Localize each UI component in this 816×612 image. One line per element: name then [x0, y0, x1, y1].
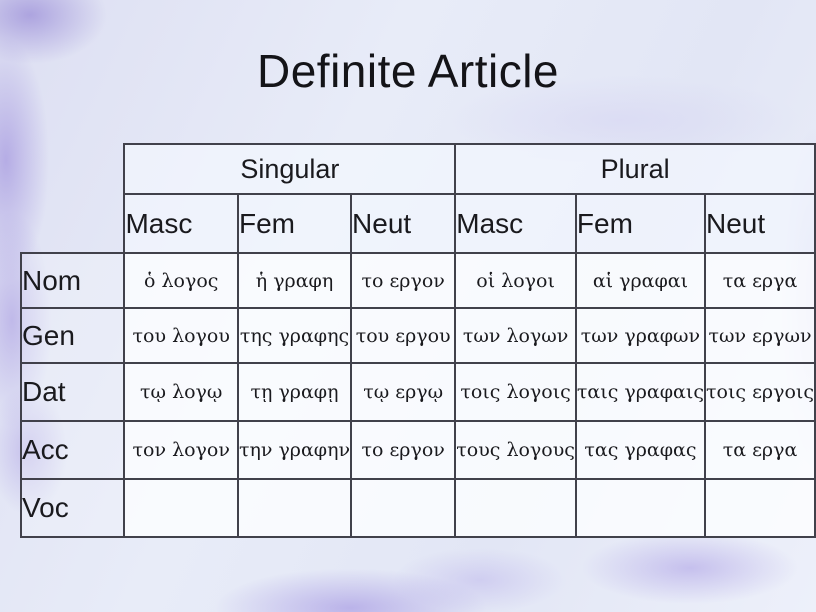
- cell-nom-pl-neut: τα εργα: [703, 252, 816, 309]
- cell-voc-sg-fem: [236, 478, 353, 538]
- cell-dat-sg-masc: τῳ λογῳ: [123, 362, 239, 422]
- cell-nom-sg-masc: ὁ λογος: [123, 252, 239, 309]
- case-label-acc: Acc: [19, 420, 126, 480]
- cell-acc-sg-masc: τον λογον: [123, 420, 239, 480]
- header-singular: Singular: [123, 143, 457, 195]
- slide-title: Definite Article: [256, 45, 559, 97]
- cell-nom-pl-fem: αἱ γραφαι: [574, 252, 706, 309]
- corner-spacer: [21, 144, 124, 194]
- table-row-voc: Voc: [19, 478, 816, 538]
- header-masc-singular: Masc: [123, 193, 239, 254]
- cell-dat-pl-neut: τοις εργοις: [703, 362, 816, 422]
- cell-acc-sg-neut: το εργον: [350, 420, 457, 480]
- cell-nom-sg-fem: ἡ γραφη: [236, 252, 353, 309]
- cell-gen-sg-fem: της γραφης: [236, 307, 353, 364]
- cell-gen-pl-masc: των λογων: [454, 307, 577, 364]
- header-neut-plural: Neut: [703, 193, 816, 254]
- case-label-dat: Dat: [19, 362, 126, 422]
- cell-dat-pl-masc: τοις λογοις: [454, 362, 577, 422]
- cell-nom-sg-neut: το εργον: [350, 252, 457, 309]
- cell-voc-pl-fem: [574, 478, 706, 538]
- cell-acc-pl-masc: τους λογους: [454, 420, 577, 480]
- corner-spacer: [21, 194, 124, 253]
- header-fem-plural: Fem: [574, 193, 706, 254]
- cell-gen-sg-neut: του εργου: [350, 307, 457, 364]
- cell-dat-sg-fem: τῃ γραφῃ: [236, 362, 353, 422]
- header-masc-plural: Masc: [454, 193, 577, 254]
- table-row-gen: Gen του λογου της γραφης του εργου των λ…: [19, 307, 816, 364]
- table-row-gender-header: Masc Fem Neut Masc Fem Neut: [21, 193, 816, 254]
- cell-voc-pl-masc: [454, 478, 577, 538]
- cell-nom-pl-masc: οἱ λογοι: [454, 252, 577, 309]
- definite-article-table: Singular Plural Masc Fem Neut Masc Fem N…: [19, 143, 816, 538]
- case-label-gen: Gen: [19, 307, 126, 364]
- case-label-voc: Voc: [19, 478, 126, 538]
- cell-voc-sg-masc: [123, 478, 239, 538]
- case-label-nom: Nom: [19, 252, 126, 309]
- table-row-acc: Acc τον λογον την γραφην το εργον τους λ…: [19, 420, 816, 480]
- cell-acc-sg-fem: την γραφην: [236, 420, 353, 480]
- cell-dat-sg-neut: τῳ εργῳ: [350, 362, 457, 422]
- cell-gen-sg-masc: του λογου: [123, 307, 239, 364]
- table-row-dat: Dat τῳ λογῳ τῃ γραφῃ τῳ εργῳ τοις λογοις…: [19, 362, 816, 422]
- cell-acc-pl-fem: τας γραφας: [574, 420, 706, 480]
- cell-gen-pl-neut: των εργων: [703, 307, 816, 364]
- header-neut-singular: Neut: [350, 193, 457, 254]
- cell-gen-pl-fem: των γραφων: [574, 307, 706, 364]
- header-plural: Plural: [454, 143, 816, 195]
- table-row-nom: Nom ὁ λογος ἡ γραφη το εργον οἱ λογοι αἱ…: [19, 252, 816, 309]
- cell-voc-sg-neut: [350, 478, 457, 538]
- header-fem-singular: Fem: [236, 193, 353, 254]
- cell-dat-pl-fem: ταις γραφαις: [574, 362, 706, 422]
- cell-acc-pl-neut: τα εργα: [703, 420, 816, 480]
- table-row-number-header: Singular Plural: [21, 143, 816, 195]
- cell-voc-pl-neut: [703, 478, 816, 538]
